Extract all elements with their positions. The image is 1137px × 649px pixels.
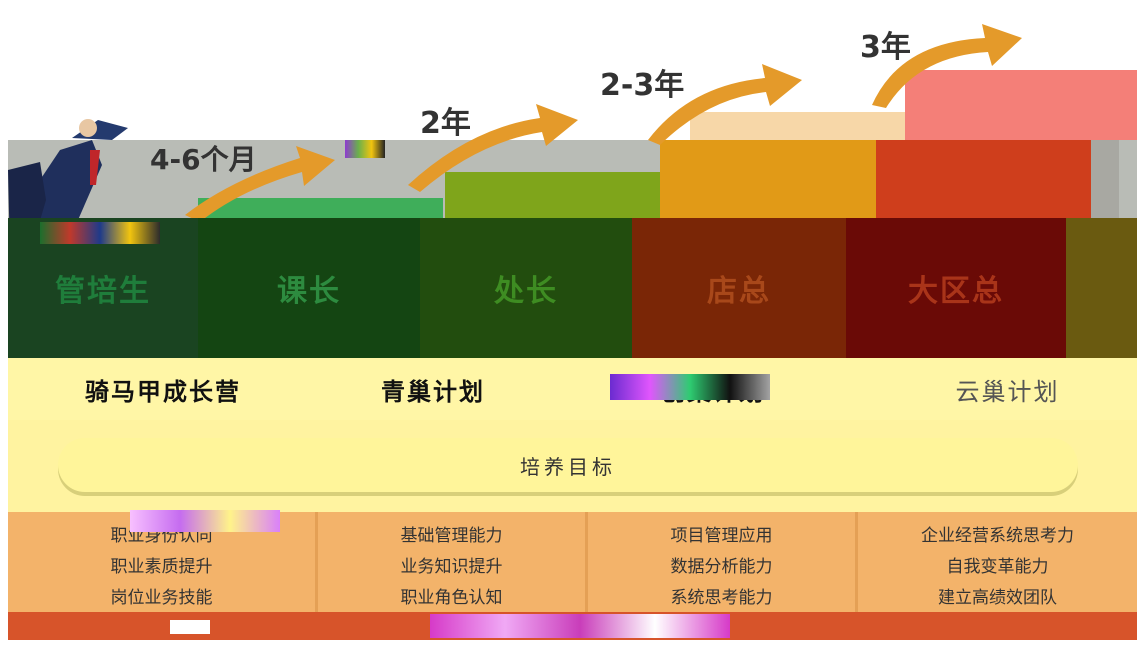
step-side-4 [1091, 140, 1119, 220]
goal-banner: 培养目标 [58, 438, 1078, 492]
glitch-artifact [345, 140, 385, 158]
duration-label-4: 3年 [860, 30, 911, 65]
role-row-edge [1066, 218, 1137, 358]
glitch-artifact [430, 614, 730, 638]
target-item: 基础管理能力 [400, 525, 503, 546]
target-item: 建立高绩效团队 [938, 587, 1057, 608]
step-top-3 [660, 140, 878, 220]
target-item: 项目管理应用 [670, 525, 773, 546]
arrow-1 [185, 146, 335, 222]
step-cap-4 [905, 70, 1137, 140]
target-item: 职业角色认知 [400, 587, 503, 608]
step-cap-3 [690, 112, 905, 140]
plan-2: 青巢计划 [381, 377, 485, 406]
target-column-2: 基础管理能力 业务知识提升 职业角色认知 [318, 512, 588, 616]
target-item: 业务知识提升 [400, 556, 503, 577]
plan-4: 云巢计划 [955, 377, 1060, 406]
target-item: 系统思考能力 [670, 587, 773, 608]
duration-label-3: 2-3年 [600, 68, 685, 103]
growth-arrows [185, 24, 1022, 222]
role-section-chief: 课长 [198, 218, 420, 358]
role-store-manager: 店总 [632, 218, 846, 358]
step-top-1 [198, 198, 443, 220]
step-top-2 [445, 172, 663, 220]
target-item: 职业素质提升 [110, 556, 213, 577]
step-top-4 [876, 140, 1091, 220]
plan-row: 骑马甲成长营 青巢计划 创巢计划 云巢计划 [8, 358, 1137, 420]
target-item: 企业经营系统思考力 [921, 525, 1074, 546]
role-row: 管培生 课长 处长 店总 大区总 [8, 218, 1137, 358]
arrow-3 [648, 64, 802, 145]
arrow-4 [872, 24, 1022, 108]
target-item: 岗位业务技能 [110, 587, 213, 608]
arrow-2 [408, 104, 578, 192]
target-item: 数据分析能力 [670, 556, 773, 577]
glitch-artifact [130, 510, 280, 532]
glitch-artifact [610, 374, 770, 400]
glitch-artifact [40, 222, 160, 244]
glitch-artifact [170, 620, 210, 634]
plan-1: 骑马甲成长营 [85, 377, 241, 406]
target-column-4: 企业经营系统思考力 自我变革能力 建立高绩效团队 [858, 512, 1137, 616]
duration-label-2: 2年 [420, 106, 471, 141]
goal-label: 培养目标 [520, 454, 616, 479]
duration-label-1: 4-6个月 [150, 143, 257, 176]
goal-section: 培养目标 [8, 420, 1137, 512]
role-regional-manager: 大区总 [846, 218, 1066, 358]
role-department-head: 处长 [420, 218, 632, 358]
target-item: 自我变革能力 [946, 556, 1049, 577]
target-column-3: 项目管理应用 数据分析能力 系统思考能力 [588, 512, 858, 616]
